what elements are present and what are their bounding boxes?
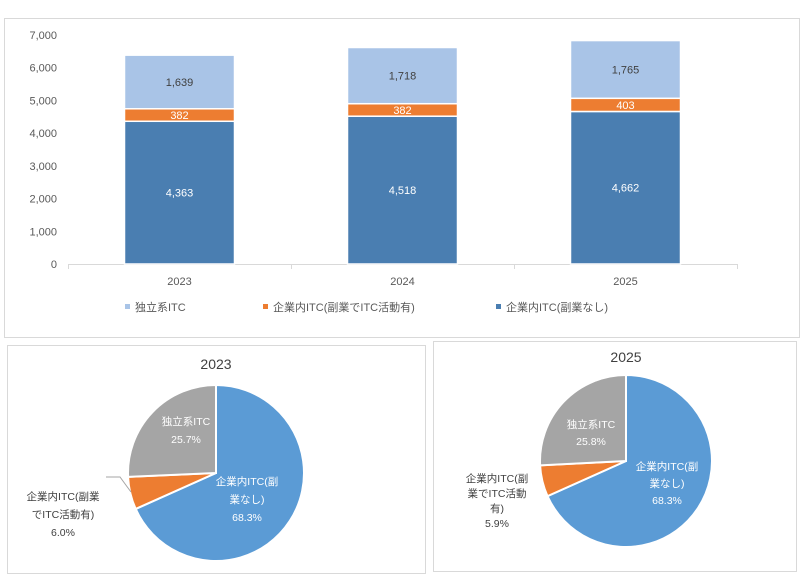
pie-slice: [546, 373, 713, 548]
pie-title: 2025: [610, 349, 641, 365]
pie-data-label: 有): [490, 502, 504, 515]
pie-data-label: 業なし): [230, 493, 265, 506]
data-label: 382: [170, 110, 188, 122]
data-label: 1,718: [389, 71, 417, 83]
pie-slice: [539, 373, 627, 467]
data-label: 4,662: [612, 183, 640, 195]
bar-segment-independent: [346, 46, 459, 105]
data-label: 403: [616, 100, 634, 112]
pie-title: 2023: [200, 356, 231, 372]
pie-data-label: 25.8%: [576, 436, 606, 448]
legend-label: 独立系ITC: [135, 300, 186, 314]
legend-label: 企業内ITC(副業なし): [506, 300, 608, 314]
data-label: 1,639: [166, 77, 194, 89]
bar-segment-independent: [123, 54, 236, 110]
data-label: 4,363: [166, 188, 194, 200]
y-tick-label: 3,000: [29, 161, 57, 173]
pie-chart-2025: 2025企業内ITC(副業なし)68.3%企業内ITC(副業でITC活動有)5.…: [466, 349, 713, 548]
data-label: 4,518: [389, 185, 417, 197]
bar-segment-in-house-no-side: [123, 120, 236, 265]
bar-segment-in-house-no-side: [346, 115, 459, 265]
pie-slice: [134, 383, 305, 562]
pie-data-label: 企業内ITC(副業: [27, 490, 100, 503]
y-tick-label: 0: [51, 259, 57, 271]
x-tick-label: 2024: [390, 276, 414, 288]
x-tick-label: 2025: [613, 276, 637, 288]
legend-swatch: [263, 304, 268, 309]
pie-data-label: 企業内ITC(副: [466, 472, 528, 485]
legend-label: 企業内ITC(副業でITC活動有): [273, 300, 415, 314]
pie-data-label: 業でITC活動: [468, 487, 527, 500]
y-tick-label: 4,000: [29, 128, 57, 140]
pie-data-label: 企業内ITC(副: [216, 475, 278, 488]
pie-data-label: 68.3%: [232, 512, 262, 524]
y-tick-label: 7,000: [29, 30, 57, 42]
leader-line: [106, 476, 132, 493]
legend-swatch: [496, 304, 501, 309]
y-tick-label: 1,000: [29, 226, 57, 238]
pie-data-label: 企業内ITC(副: [636, 460, 698, 473]
pie-data-label: 68.3%: [652, 495, 682, 507]
pie-data-label: でITC活動有): [32, 508, 94, 521]
legend-swatch: [125, 304, 130, 309]
bar-segment-in-house-no-side: [569, 110, 682, 265]
pie-data-label: 独立系ITC: [162, 415, 211, 428]
pie-data-label: 6.0%: [51, 527, 75, 539]
pie-data-label: 25.7%: [171, 434, 201, 446]
pie-chart-2023: 2023 企業内ITC(副業なし) 68.3% 企業内ITC(副業でITC活動有) 6.…: [27, 356, 305, 562]
pie-data-label: 独立系ITC: [567, 418, 616, 431]
pie-slice: [127, 383, 217, 478]
data-label: 1,765: [612, 64, 640, 76]
data-label: 382: [393, 105, 411, 117]
pie-data-label: 業なし): [650, 477, 685, 490]
y-tick-label: 6,000: [29, 63, 57, 75]
bar-segment-independent: [569, 39, 682, 100]
y-tick-label: 5,000: [29, 95, 57, 107]
pie-data-label: 5.9%: [485, 518, 509, 530]
x-tick-label: 2023: [167, 276, 191, 288]
y-tick-label: 2,000: [29, 194, 57, 206]
stacked-bar-chart: 0 1,000 2,000 3,000 4,000 5,000 6,000 7,000 2023…: [29, 30, 738, 314]
